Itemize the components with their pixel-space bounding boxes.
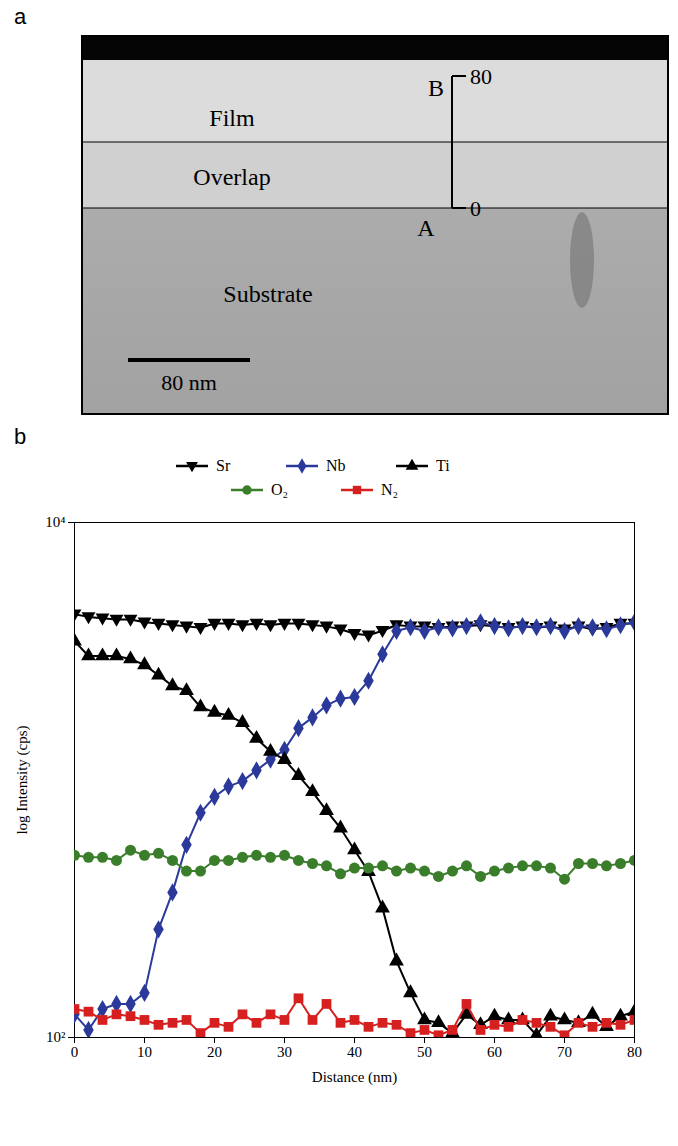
html-text:a: a: [14, 4, 27, 29]
html-text:Ti: Ti: [436, 457, 450, 474]
svg-text:70: 70: [557, 1044, 572, 1060]
svg-text:10²: 10²: [46, 1029, 66, 1045]
svg-text:Film: Film: [209, 105, 255, 131]
svg-text:30: 30: [277, 1044, 292, 1060]
html-text:b: b: [14, 424, 27, 449]
svg-text:80 nm: 80 nm: [161, 370, 217, 395]
svg-text:B: B: [428, 75, 444, 101]
svg-text:60: 60: [487, 1044, 502, 1060]
svg-text:0: 0: [470, 196, 481, 221]
svg-text:10⁴: 10⁴: [45, 514, 65, 530]
html-text:N₂: N₂: [381, 481, 399, 498]
svg-text:80: 80: [627, 1044, 642, 1060]
svg-text:log Intensity (cps): log Intensity (cps): [14, 725, 31, 834]
html-text:O₂: O₂: [271, 481, 289, 498]
svg-text:10: 10: [137, 1044, 152, 1060]
svg-text:80: 80: [470, 64, 492, 89]
html-text:Nb: Nb: [326, 457, 346, 474]
svg-text:Substrate: Substrate: [223, 281, 312, 307]
svg-text:50: 50: [417, 1044, 432, 1060]
svg-text:20: 20: [207, 1044, 222, 1060]
svg-text:0: 0: [71, 1044, 79, 1060]
svg-text:A: A: [417, 215, 435, 241]
svg-text:Overlap: Overlap: [193, 164, 270, 190]
svg-text:40: 40: [347, 1044, 362, 1060]
html-text:Sr: Sr: [216, 457, 231, 474]
svg-text:Distance (nm): Distance (nm): [312, 1069, 397, 1086]
